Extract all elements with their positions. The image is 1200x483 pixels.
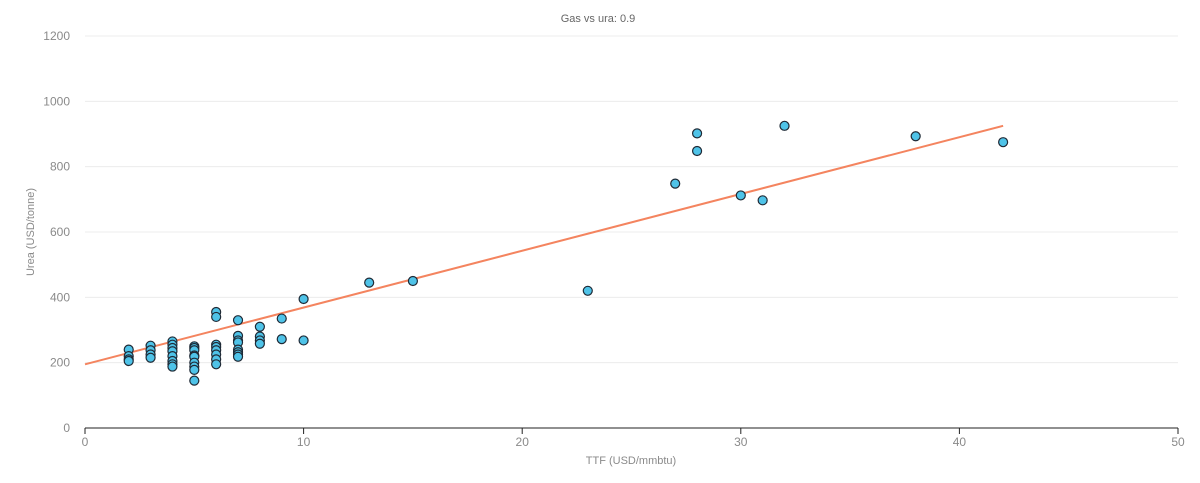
data-point bbox=[145, 352, 156, 363]
x-tick-label-30: 30 bbox=[734, 435, 748, 449]
data-point bbox=[691, 145, 703, 157]
x-axis-title: TTF (USD/mmbtu) bbox=[586, 455, 676, 467]
data-point bbox=[167, 361, 178, 372]
data-point bbox=[276, 334, 287, 345]
data-point bbox=[670, 178, 681, 189]
x-tick-label-50: 50 bbox=[1171, 435, 1185, 449]
y-tick-label-400: 400 bbox=[50, 290, 70, 304]
data-point bbox=[582, 285, 593, 296]
data-point bbox=[910, 131, 921, 142]
data-point bbox=[298, 293, 309, 305]
y-axis-ticks: 0 200 400 600 800 1000 1200 bbox=[43, 29, 70, 435]
data-point bbox=[407, 275, 418, 287]
data-point bbox=[232, 315, 244, 326]
y-tick-label-800: 800 bbox=[50, 160, 70, 174]
data-point bbox=[254, 338, 265, 349]
trendline bbox=[84, 124, 1004, 366]
data-point bbox=[757, 195, 768, 206]
data-point bbox=[232, 351, 244, 362]
data-point bbox=[779, 120, 790, 131]
x-tick-label-40: 40 bbox=[953, 435, 967, 449]
data-point bbox=[276, 313, 287, 324]
data-point bbox=[998, 137, 1009, 148]
y-tick-label-1200: 1200 bbox=[43, 29, 70, 43]
data-point bbox=[691, 128, 703, 139]
data-point bbox=[211, 359, 222, 370]
data-point bbox=[123, 355, 134, 367]
x-tick-label-20: 20 bbox=[516, 435, 530, 449]
x-tick-label-0: 0 bbox=[82, 435, 89, 449]
data-point bbox=[254, 321, 265, 332]
data-point bbox=[189, 364, 200, 375]
data-point bbox=[298, 335, 309, 346]
grid-lines bbox=[85, 35, 1178, 364]
chart-title: Gas vs ura: 0.9 bbox=[561, 13, 636, 25]
x-tick-label-10: 10 bbox=[297, 435, 311, 449]
data-point bbox=[189, 375, 200, 386]
data-point bbox=[211, 311, 222, 323]
data-points bbox=[123, 120, 1009, 386]
y-tick-label-0: 0 bbox=[63, 421, 70, 435]
y-tick-label-1000: 1000 bbox=[43, 94, 70, 108]
data-point bbox=[364, 277, 375, 288]
trendline-group bbox=[84, 124, 1004, 366]
data-point bbox=[735, 190, 746, 201]
y-axis-title: Urea (USD/tonne) bbox=[25, 188, 37, 276]
y-tick-label-200: 200 bbox=[50, 356, 70, 370]
x-axis-ticks: 0 10 20 30 40 50 bbox=[82, 428, 1185, 449]
y-tick-label-600: 600 bbox=[50, 225, 70, 239]
